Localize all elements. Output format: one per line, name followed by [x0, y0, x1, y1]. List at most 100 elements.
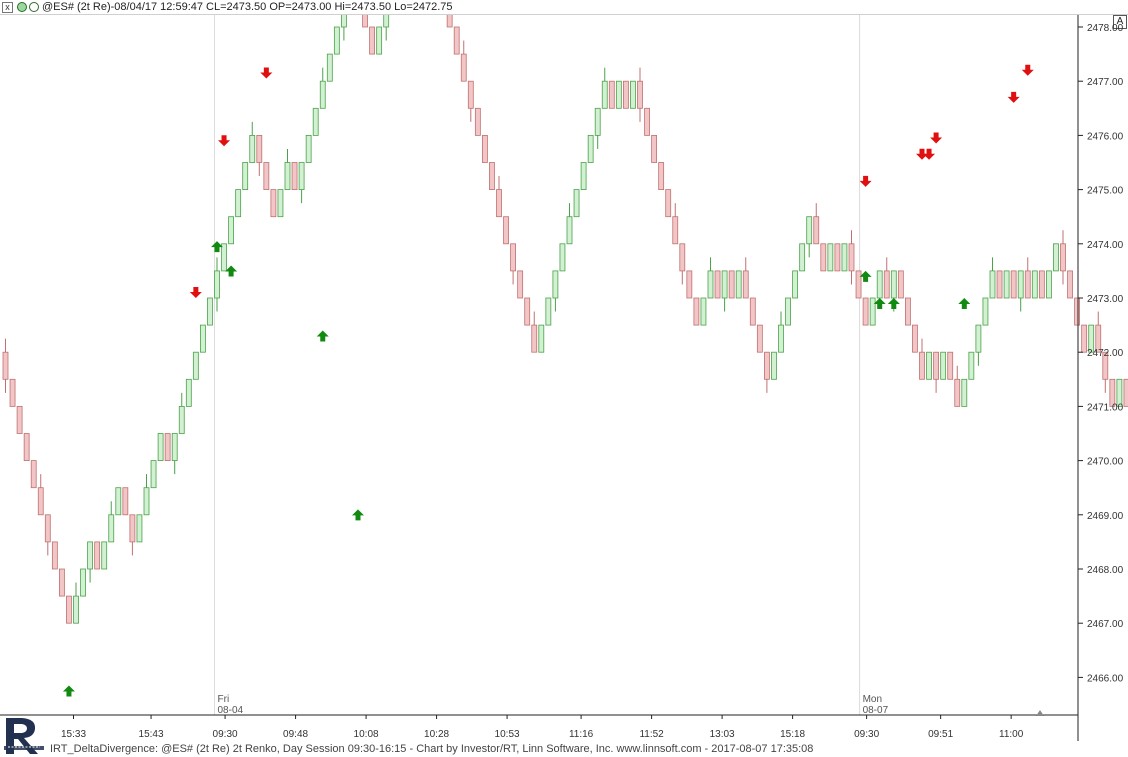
renko-brick-down: [756, 324, 763, 353]
renko-brick-down: [129, 514, 136, 543]
renko-brick-up: [806, 216, 813, 245]
renko-chart[interactable]: 2466.00 2467.00 2468.00 2469.00 2470.00 2471.…: [0, 15, 1128, 757]
renko-brick-up: [73, 595, 79, 624]
x-tick-label: 15:43: [139, 729, 164, 740]
x-tick-label: 10:28: [424, 729, 449, 740]
y-tick-label: 2470.00: [1087, 457, 1124, 468]
renko-brick-up: [961, 378, 968, 407]
renko-brick-down: [44, 514, 51, 543]
x-tick-label: 11:16: [569, 729, 594, 740]
buy-signal-arrow-icon: [225, 265, 238, 277]
session-date-label: 08-04: [218, 705, 244, 716]
green-status-icon[interactable]: [17, 2, 27, 12]
buy-signal-arrow-icon: [958, 298, 971, 309]
renko-brick-up: [876, 270, 883, 299]
renko-brick-down: [954, 378, 961, 407]
y-tick-label: 2468.00: [1087, 565, 1124, 576]
y-tick-label: 2466.00: [1087, 673, 1124, 684]
session-date-label: 08-07: [863, 705, 889, 716]
renko-brick-up: [143, 487, 150, 516]
buy-signal-arrow-icon: [316, 330, 329, 342]
sell-signal-arrow-icon: [916, 148, 928, 160]
renko-brick-down: [1038, 270, 1045, 299]
renko-brick-down: [672, 216, 679, 245]
scroll-marker-icon: [1036, 710, 1044, 716]
renko-brick-down: [1010, 270, 1017, 299]
x-tick-label: 11:52: [639, 729, 664, 740]
renko-brick-up: [630, 80, 636, 109]
renko-brick-up: [333, 26, 340, 55]
renko-brick-down: [749, 297, 756, 326]
renko-brick-up: [235, 189, 242, 218]
buy-signal-arrow-icon: [859, 270, 872, 282]
renko-brick-down: [369, 26, 376, 55]
sell-signal-arrow-icon: [930, 132, 943, 144]
renko-brick-down: [30, 460, 37, 489]
x-tick-label: 15:18: [780, 729, 805, 740]
y-tick-label: 2472.00: [1087, 348, 1124, 359]
renko-brick-up: [115, 487, 122, 516]
renko-brick-up: [792, 270, 798, 299]
renko-brick-down: [883, 270, 890, 299]
session-day-label: Fri: [218, 694, 230, 705]
renko-brick-up: [735, 270, 742, 299]
white-status-icon[interactable]: [29, 2, 39, 12]
renko-brick-down: [489, 162, 495, 191]
renko-brick-up: [277, 189, 284, 218]
renko-brick-up: [312, 107, 319, 136]
buy-signal-arrow-icon: [873, 298, 886, 309]
renko-brick-down: [460, 53, 467, 82]
y-tick-label: 2471.00: [1087, 402, 1124, 413]
renko-brick-up: [1053, 243, 1059, 272]
renko-brick-up: [545, 297, 552, 326]
y-tick-label: 2473.00: [1087, 294, 1124, 305]
renko-brick-down: [9, 378, 16, 407]
renko-brick-up: [700, 297, 707, 326]
renko-brick-down: [1067, 270, 1073, 299]
y-tick-label: 2475.00: [1087, 186, 1124, 197]
renko-brick-down: [855, 270, 862, 299]
renko-brick-down: [1123, 378, 1128, 407]
renko-brick-up: [242, 162, 249, 191]
renko-brick-up: [975, 324, 982, 353]
renko-brick-up: [1088, 324, 1095, 353]
buy-signal-arrow-icon: [887, 298, 900, 309]
renko-brick-up: [199, 324, 206, 353]
renko-brick-up: [228, 216, 235, 245]
renko-brick-down: [59, 568, 65, 597]
sell-signal-arrow-icon: [859, 175, 872, 187]
renko-brick-down: [531, 324, 538, 353]
renko-brick-up: [340, 15, 347, 28]
y-tick-label: 2469.00: [1087, 511, 1124, 522]
renko-brick-down: [263, 162, 270, 191]
renko-brick-up: [721, 270, 728, 299]
renko-brick-down: [728, 270, 735, 299]
renko-brick-down: [122, 487, 129, 516]
renko-brick-down: [481, 135, 488, 163]
a-button[interactable]: A: [1113, 15, 1127, 29]
x-tick-label: 09:30: [854, 729, 879, 740]
renko-brick-down: [665, 189, 672, 218]
renko-brick-down: [524, 297, 531, 326]
renko-brick-up: [587, 135, 594, 163]
renko-brick-down: [1095, 324, 1102, 353]
renko-brick-up: [80, 568, 86, 597]
renko-brick-down: [862, 297, 869, 326]
renko-brick-down: [693, 297, 700, 326]
sell-signal-arrow-icon: [1021, 64, 1034, 76]
renko-brick-up: [87, 541, 93, 570]
renko-brick-up: [171, 433, 178, 462]
renko-brick-down: [256, 135, 263, 163]
renko-brick-up: [1017, 270, 1024, 299]
renko-brick-up: [982, 297, 989, 326]
renko-brick-down: [947, 351, 954, 380]
x-tick-label: 15:33: [61, 729, 86, 740]
renko-brick-down: [474, 107, 481, 136]
renko-brick-down: [1081, 324, 1088, 353]
close-icon[interactable]: x: [2, 2, 13, 13]
investor-rt-logo-icon: [4, 718, 44, 754]
buy-signal-arrow-icon: [352, 509, 364, 521]
renko-brick-up: [305, 135, 312, 163]
renko-brick-down: [764, 351, 770, 380]
renko-brick-down: [1102, 351, 1109, 380]
